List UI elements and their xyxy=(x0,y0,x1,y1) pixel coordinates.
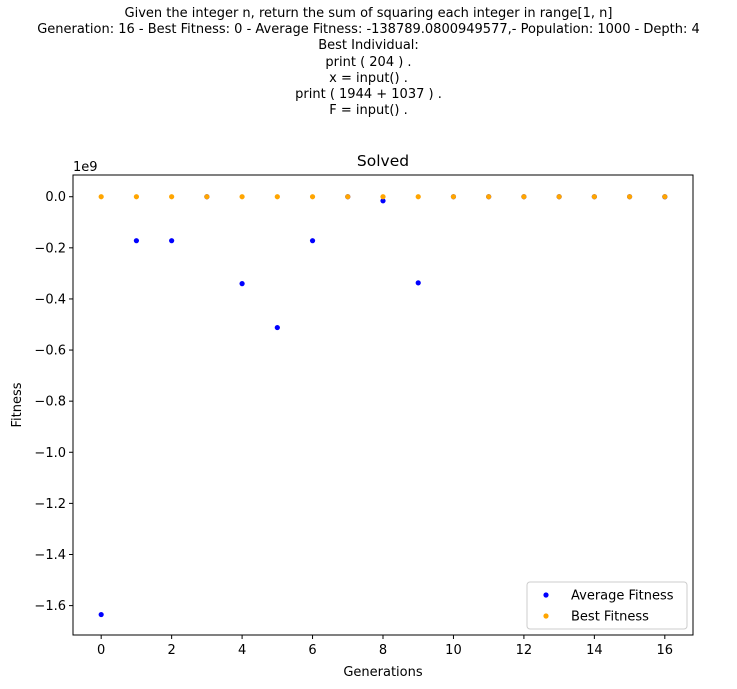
x-tick-label: 0 xyxy=(97,643,105,658)
suptitle-line: Given the integer n, return the sum of s… xyxy=(124,6,613,21)
suptitle-line: print ( 204 ) . xyxy=(325,54,412,70)
data-point xyxy=(98,194,104,200)
legend-marker xyxy=(543,592,549,598)
x-tick-label: 12 xyxy=(516,643,533,658)
x-tick-label: 8 xyxy=(379,643,387,658)
x-tick-label: 4 xyxy=(238,643,246,658)
suptitle-line: print ( 1944 + 1037 ) . xyxy=(295,87,442,103)
data-point xyxy=(556,194,562,200)
y-axis-label: Fitness xyxy=(10,382,25,427)
suptitle-line: Best Individual: xyxy=(318,38,419,54)
x-axis-label: Generations xyxy=(343,665,423,680)
x-tick-label: 14 xyxy=(586,643,603,658)
y-tick-label: −0.2 xyxy=(34,241,66,256)
y-tick-label: −0.6 xyxy=(34,344,66,359)
y-tick-label: −0.8 xyxy=(34,395,66,410)
legend: Average Fitness Best Fitness xyxy=(526,581,688,630)
x-tick-label: 6 xyxy=(308,643,316,658)
data-point xyxy=(133,238,140,244)
data-points xyxy=(98,194,668,618)
x-tick-label: 16 xyxy=(657,643,674,658)
data-point xyxy=(380,194,386,200)
data-point xyxy=(415,194,421,200)
data-point xyxy=(626,194,633,200)
data-point xyxy=(169,194,175,200)
y-tick-label: −1.6 xyxy=(34,599,66,614)
data-point xyxy=(133,194,140,200)
y-offset-label: 1e9 xyxy=(73,160,98,175)
data-point xyxy=(274,324,280,331)
data-point xyxy=(204,194,210,200)
data-point xyxy=(98,611,104,618)
x-tick-label: 2 xyxy=(167,643,175,658)
data-point xyxy=(239,281,245,287)
data-point xyxy=(169,238,175,244)
y-tick-label: 0.0 xyxy=(45,190,66,205)
suptitle-line: F = input() . xyxy=(329,103,408,119)
data-point xyxy=(239,194,245,200)
data-point xyxy=(415,280,421,286)
y-tick-label: −1.2 xyxy=(34,497,66,512)
legend-marker xyxy=(543,613,549,619)
data-point xyxy=(486,194,492,200)
legend-label: Best Fitness xyxy=(571,610,649,625)
suptitle-line: Generation: 16 - Best Fitness: 0 - Avera… xyxy=(37,22,700,38)
figure-suptitle: Given the integer n, return the sum of s… xyxy=(0,6,737,119)
legend-box xyxy=(526,581,688,630)
data-point xyxy=(591,194,597,200)
data-point xyxy=(345,194,351,200)
axis-ticks: 0 2 4 6 8 10 12 14 16 0.0 −0.2 −0.4 −0.6 −0.8 −1.0 −1.2… xyxy=(34,190,673,658)
y-tick-label: −1.0 xyxy=(34,446,66,461)
suptitle-line: x = input() . xyxy=(329,70,408,86)
y-tick-label: −1.4 xyxy=(34,548,66,563)
data-point xyxy=(450,194,457,200)
chart-title: Solved xyxy=(357,152,409,170)
y-tick-label: −0.4 xyxy=(34,292,66,307)
plot-frame xyxy=(72,174,694,636)
x-tick-label: 10 xyxy=(445,643,462,658)
data-point xyxy=(274,194,280,200)
data-point xyxy=(309,238,316,244)
data-point xyxy=(662,194,668,200)
data-point xyxy=(309,194,316,200)
legend-label: Average Fitness xyxy=(571,589,674,604)
data-point xyxy=(380,198,386,204)
data-point xyxy=(521,194,527,200)
